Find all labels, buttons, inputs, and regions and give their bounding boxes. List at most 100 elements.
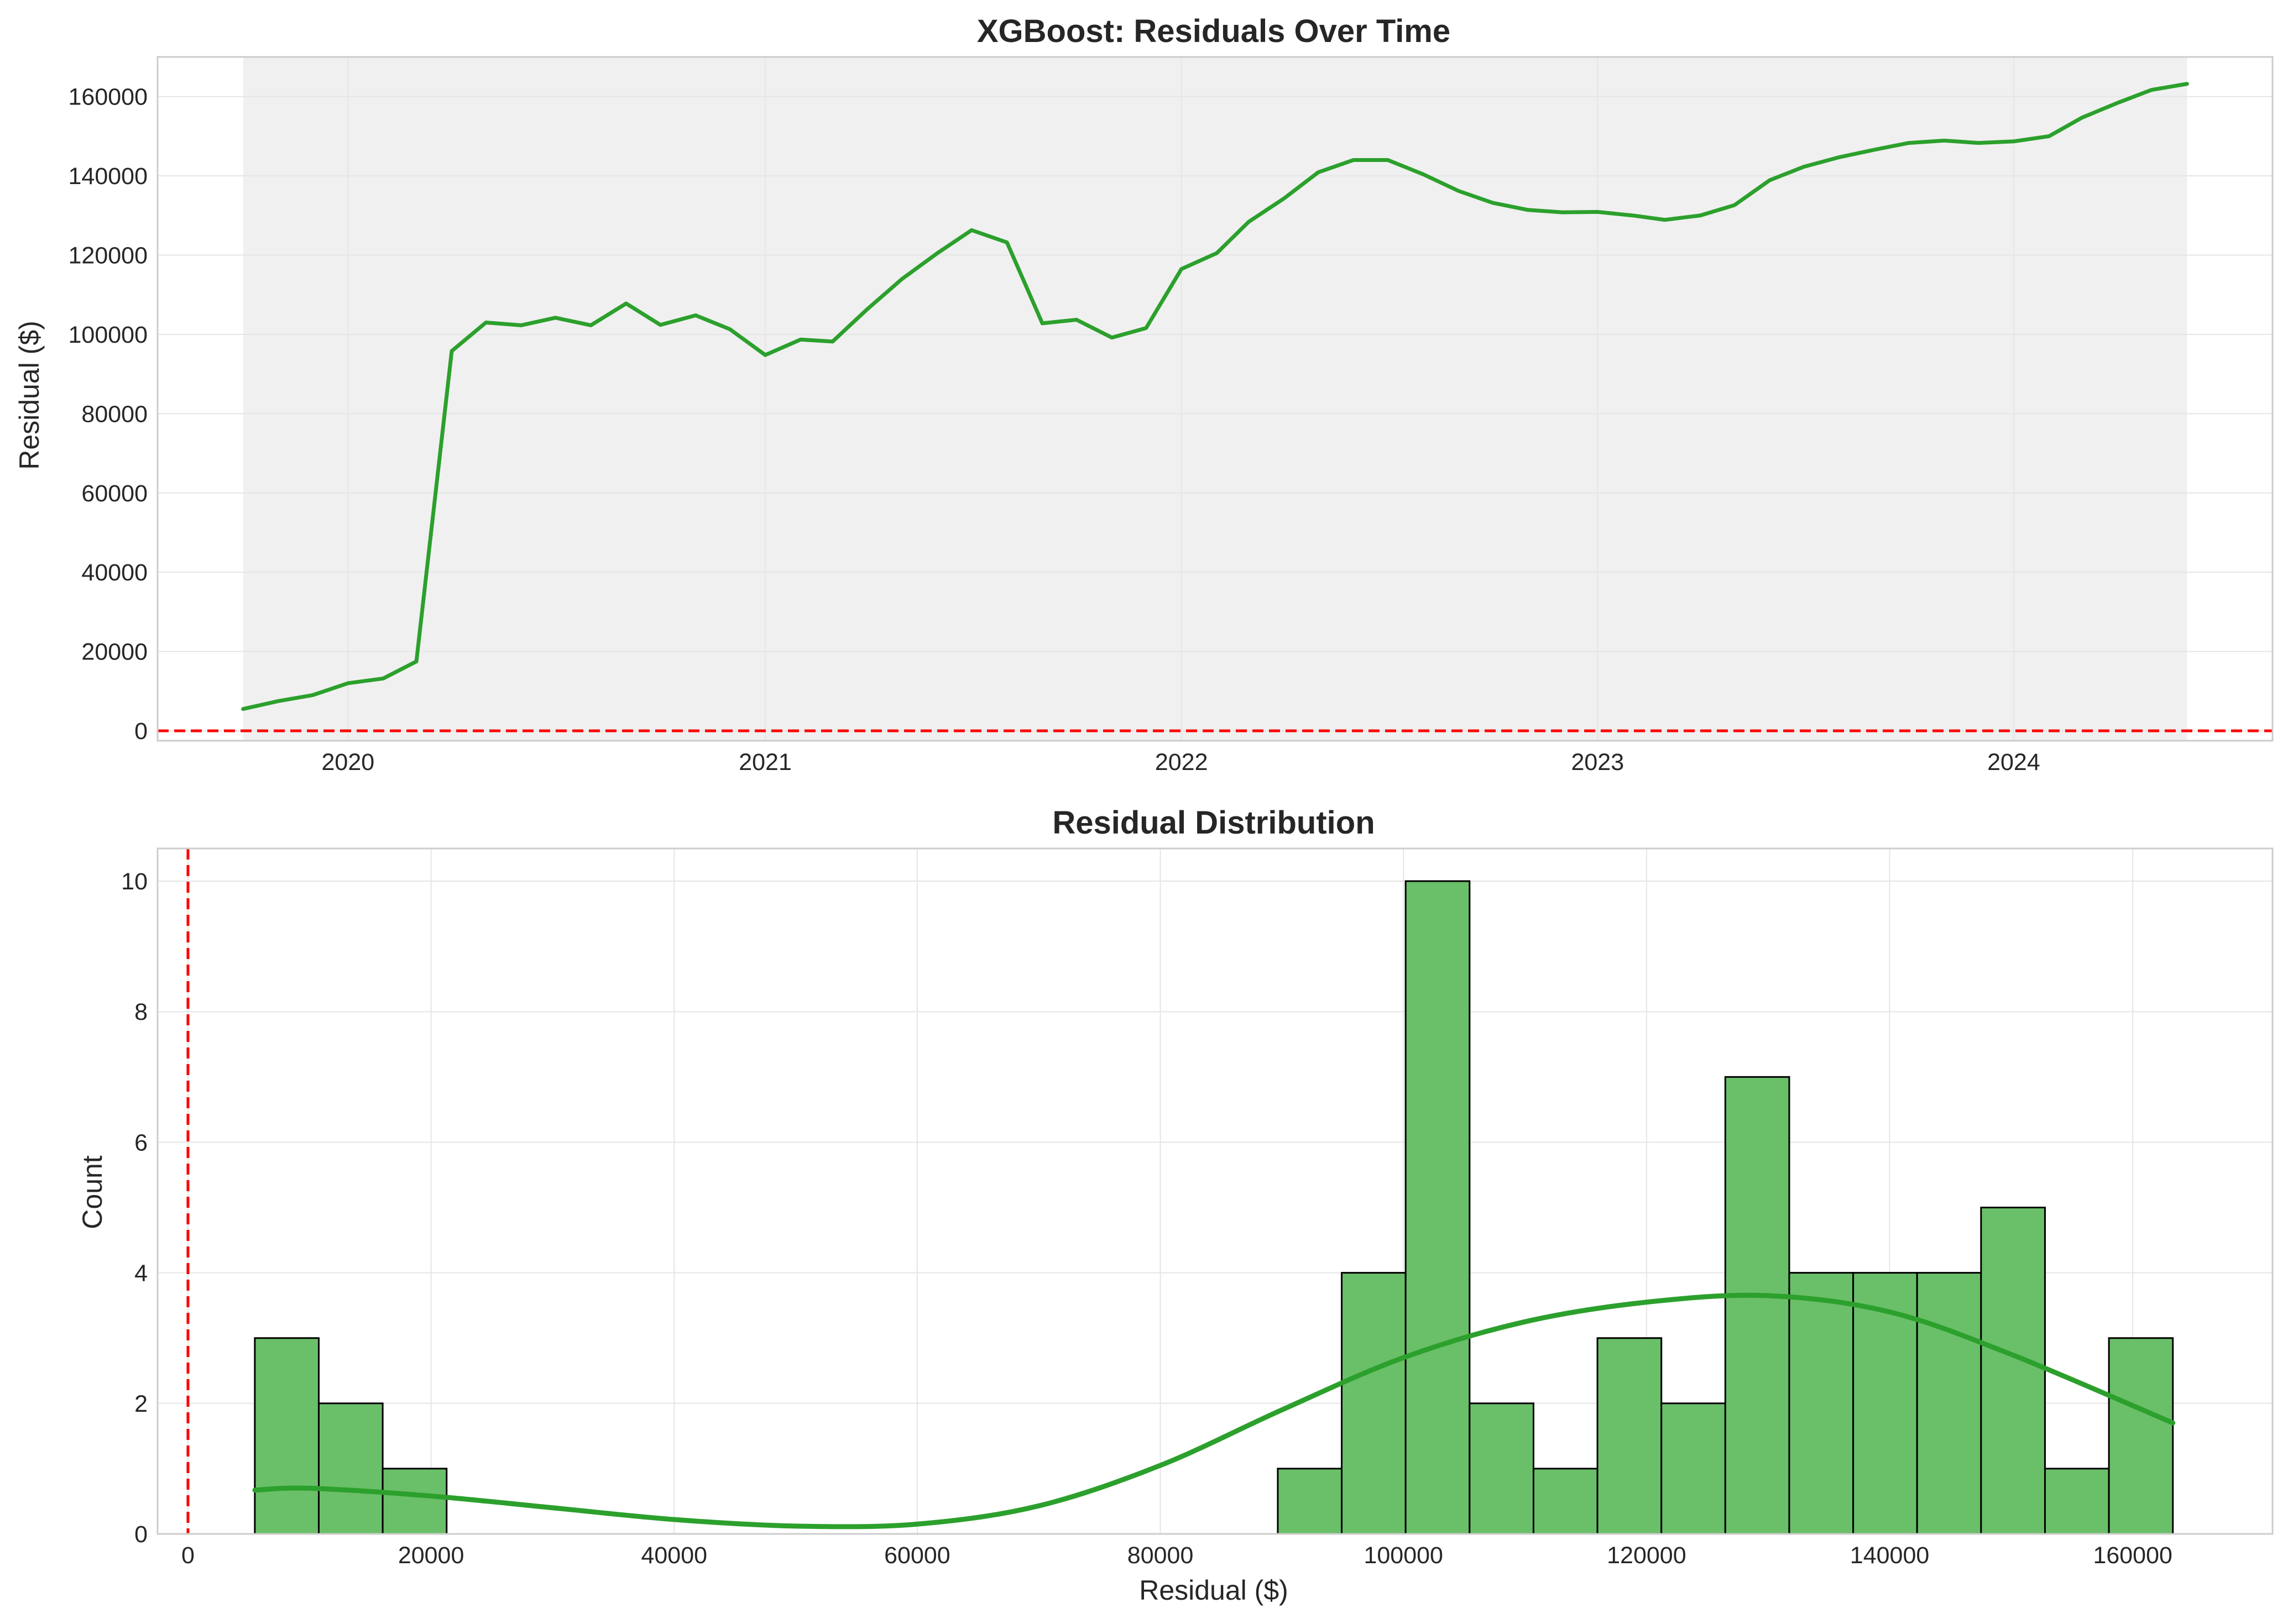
residual-point: [555, 317, 557, 319]
residual-point: [1352, 159, 1355, 161]
residual-series: [241, 82, 2189, 711]
residual-point: [382, 677, 384, 679]
x-tick-label: 2024: [1987, 749, 2040, 776]
x-tick-label: 120000: [1607, 1542, 1686, 1569]
histogram-bar: [1277, 1468, 1343, 1535]
residual-point: [2117, 102, 2119, 104]
y-tick-label: 4: [134, 1260, 148, 1287]
residual-point: [1216, 252, 1218, 254]
residual-point: [242, 708, 244, 710]
histogram-bar: [317, 1402, 384, 1535]
residual-point: [2150, 89, 2153, 91]
residual-point: [901, 278, 903, 280]
residual-point: [1664, 219, 1666, 221]
residual-distribution-frame: [156, 847, 2274, 1535]
residual-point: [415, 661, 417, 663]
residual-point: [1873, 149, 1876, 151]
x-tick-label: 40000: [641, 1542, 707, 1569]
residual-point: [1699, 214, 1701, 217]
residual-distribution-title: Residual Distribution: [1052, 805, 1375, 841]
residual-point: [1422, 173, 1424, 175]
histogram-bar: [1660, 1402, 1726, 1535]
residual-point: [1977, 142, 1979, 144]
residual-point: [1111, 337, 1113, 339]
residual-distribution-y-axis-label: Count: [77, 1155, 108, 1229]
residual-point: [1492, 202, 1494, 204]
residual-distribution-x-axis-label: Residual ($): [1139, 1575, 1288, 1606]
residual-point: [1006, 242, 1008, 244]
x-tick-label: 20000: [398, 1542, 464, 1569]
axes-frame: [156, 847, 2274, 1535]
histogram-bar: [1532, 1468, 1599, 1535]
residual-point: [1943, 139, 1945, 142]
residual-point: [278, 700, 280, 702]
residual-point: [1283, 197, 1285, 200]
histogram-bar: [1788, 1272, 1855, 1535]
residual-point: [659, 324, 661, 326]
y-tick-label: 40000: [81, 559, 148, 586]
x-tick-label: 140000: [1850, 1542, 1930, 1569]
y-tick-label: 80000: [81, 401, 148, 427]
residuals-over-time-frame: [156, 56, 2274, 742]
residual-point: [1908, 142, 1910, 144]
residual-point: [970, 229, 973, 231]
x-tick-label: 2021: [739, 749, 792, 776]
residual-point: [800, 338, 802, 340]
residual-point: [1561, 211, 1563, 213]
residual-point: [1317, 171, 1319, 174]
histogram-bar: [1469, 1402, 1534, 1535]
residuals-over-time-grid: [158, 57, 2273, 741]
residual-point: [1387, 159, 1389, 161]
y-tick-label: 6: [134, 1129, 148, 1156]
residual-point: [1458, 190, 1460, 192]
residual-point: [694, 315, 697, 317]
x-tick-label: 100000: [1364, 1542, 1443, 1569]
residual-point: [625, 302, 627, 305]
y-tick-label: 140000: [69, 163, 148, 190]
residual-point: [311, 694, 314, 696]
residual-point: [347, 682, 349, 684]
residual-point: [1803, 166, 1805, 168]
histogram-bar: [1596, 1337, 1663, 1535]
y-tick-label: 60000: [81, 480, 148, 507]
histogram-bar: [254, 1337, 320, 1535]
residual-point: [2048, 135, 2050, 137]
residual-point: [764, 354, 766, 356]
residual-point: [451, 350, 453, 352]
residual-point: [1041, 322, 1043, 324]
residual-distribution-y-ticks: 0 2 4 6 8 10: [121, 868, 148, 1548]
shaded-span: [243, 57, 2187, 741]
x-tick-label: 2022: [1155, 749, 1208, 776]
residual-point: [1632, 214, 1634, 217]
residual-point: [2013, 140, 2015, 143]
residual-point: [1527, 209, 1529, 211]
residual-point: [1596, 211, 1599, 213]
histogram-bar: [1724, 1076, 1790, 1535]
axes-frame: [156, 56, 2274, 742]
histogram-bar: [1980, 1207, 2046, 1535]
y-tick-label: 0: [134, 718, 148, 745]
y-tick-label: 8: [134, 999, 148, 1025]
x-tick-label: 2020: [322, 749, 375, 776]
residual-point: [832, 340, 834, 343]
histogram-bar: [1404, 880, 1471, 1535]
residual-point: [485, 321, 487, 323]
residual-point: [1247, 221, 1250, 223]
histogram-bar: [1341, 1272, 1407, 1535]
histogram-bar: [382, 1468, 448, 1535]
residual-distribution-panel: Residual Distribution Residual ($) Count…: [77, 805, 2274, 1606]
x-tick-label: 2023: [1571, 749, 1624, 776]
density-curve: [252, 1292, 2176, 1529]
x-tick-label: 60000: [884, 1542, 950, 1569]
residual-distribution-x-ticks: 0 20000 40000 60000 80000 100000 120000 140000 1…: [181, 1542, 2172, 1569]
residuals-over-time-panel: XGBoost: Residuals Over Time Residual ($…: [14, 13, 2274, 776]
x-tick-label: 160000: [2093, 1542, 2172, 1569]
residuals-over-time-y-ticks: 0 20000 40000 60000 80000 100000 120000 140000 1…: [69, 84, 148, 745]
y-tick-label: 160000: [69, 84, 148, 111]
histogram-bar: [2044, 1468, 2110, 1535]
y-tick-label: 2: [134, 1391, 148, 1417]
residuals-over-time-x-ticks: 2020 2021 2022 2023 2024: [322, 749, 2040, 776]
residual-point: [1769, 179, 1771, 181]
x-tick-label: 80000: [1127, 1542, 1194, 1569]
